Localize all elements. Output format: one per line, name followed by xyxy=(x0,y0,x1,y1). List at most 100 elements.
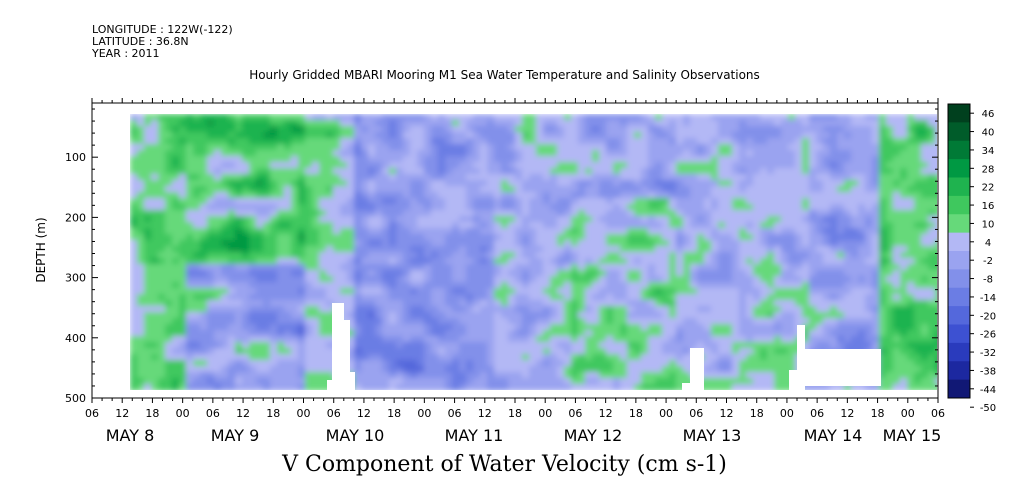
velocity-cell xyxy=(732,156,740,163)
velocity-cell xyxy=(648,138,656,145)
velocity-cell xyxy=(361,282,369,289)
velocity-cell xyxy=(207,276,215,283)
velocity-cell xyxy=(620,264,628,271)
velocity-cell xyxy=(333,258,341,265)
velocity-cell xyxy=(158,204,166,211)
velocity-cell xyxy=(235,150,243,157)
velocity-cell xyxy=(648,258,656,265)
velocity-cell xyxy=(571,282,579,289)
velocity-cell xyxy=(228,372,236,379)
velocity-cell xyxy=(641,162,649,169)
velocity-cell xyxy=(508,240,516,247)
velocity-cell xyxy=(375,264,383,271)
velocity-cell xyxy=(200,366,208,373)
velocity-cell xyxy=(221,174,229,181)
velocity-cell xyxy=(613,234,621,241)
velocity-cell xyxy=(844,252,852,259)
velocity-cell xyxy=(522,150,530,157)
velocity-cell xyxy=(669,354,677,361)
velocity-cell xyxy=(802,144,810,151)
velocity-cell xyxy=(634,342,642,349)
velocity-cell xyxy=(690,264,698,271)
velocity-cell xyxy=(571,144,579,151)
velocity-cell xyxy=(697,192,705,199)
velocity-cell xyxy=(487,246,495,253)
velocity-cell xyxy=(711,318,719,325)
velocity-cell xyxy=(466,276,474,283)
velocity-cell xyxy=(711,342,719,349)
velocity-cell xyxy=(361,156,369,163)
velocity-cell xyxy=(627,120,635,127)
velocity-cell xyxy=(655,138,663,145)
velocity-cell xyxy=(333,270,341,277)
velocity-cell xyxy=(865,114,873,121)
velocity-cell xyxy=(319,294,327,301)
velocity-cell xyxy=(809,162,817,169)
velocity-cell xyxy=(361,216,369,223)
velocity-cell xyxy=(774,276,782,283)
velocity-cell xyxy=(326,324,334,331)
velocity-cell xyxy=(368,162,376,169)
velocity-cell xyxy=(487,264,495,271)
velocity-cell xyxy=(648,210,656,217)
velocity-cell xyxy=(214,138,222,145)
velocity-cell xyxy=(620,324,628,331)
velocity-cell xyxy=(620,120,628,127)
velocity-cell xyxy=(137,114,145,121)
velocity-cell xyxy=(270,276,278,283)
velocity-cell xyxy=(578,138,586,145)
velocity-cell xyxy=(214,294,222,301)
velocity-cell xyxy=(221,294,229,301)
velocity-cell xyxy=(522,168,530,175)
velocity-cell xyxy=(382,300,390,307)
velocity-cell xyxy=(529,270,537,277)
velocity-cell xyxy=(361,276,369,283)
velocity-cell xyxy=(515,114,523,121)
velocity-cell xyxy=(144,258,152,265)
velocity-cell xyxy=(746,174,754,181)
velocity-cell xyxy=(270,258,278,265)
velocity-cell xyxy=(704,294,712,301)
velocity-cell xyxy=(130,360,138,367)
velocity-cell xyxy=(354,138,362,145)
velocity-cell xyxy=(886,138,894,145)
velocity-cell xyxy=(298,216,306,223)
velocity-cell xyxy=(151,198,159,205)
velocity-cell xyxy=(725,114,733,121)
velocity-cell xyxy=(550,138,558,145)
velocity-cell xyxy=(795,168,803,175)
velocity-cell xyxy=(298,366,306,373)
velocity-cell xyxy=(200,348,208,355)
velocity-cell xyxy=(732,276,740,283)
velocity-cell xyxy=(389,192,397,199)
velocity-cell xyxy=(641,180,649,187)
velocity-cell xyxy=(746,276,754,283)
velocity-cell xyxy=(130,174,138,181)
velocity-cell xyxy=(753,150,761,157)
velocity-cell xyxy=(172,384,180,390)
velocity-cell xyxy=(207,258,215,265)
velocity-cell xyxy=(186,246,194,253)
velocity-cell xyxy=(424,264,432,271)
velocity-cell xyxy=(746,360,754,367)
velocity-cell xyxy=(186,114,194,121)
velocity-cell xyxy=(466,372,474,379)
velocity-cell xyxy=(277,204,285,211)
velocity-cell xyxy=(550,336,558,343)
velocity-cell xyxy=(627,222,635,229)
velocity-cell xyxy=(333,276,341,283)
velocity-cell xyxy=(396,252,404,259)
velocity-cell xyxy=(270,318,278,325)
velocity-cell xyxy=(837,342,845,349)
velocity-cell xyxy=(753,354,761,361)
velocity-cell xyxy=(508,276,516,283)
velocity-cell xyxy=(718,294,726,301)
velocity-cell xyxy=(809,132,817,139)
velocity-cell xyxy=(312,330,320,337)
velocity-cell xyxy=(144,294,152,301)
velocity-cell xyxy=(319,150,327,157)
velocity-cell xyxy=(585,138,593,145)
velocity-cell xyxy=(529,246,537,253)
velocity-cell xyxy=(550,342,558,349)
velocity-cell xyxy=(284,330,292,337)
